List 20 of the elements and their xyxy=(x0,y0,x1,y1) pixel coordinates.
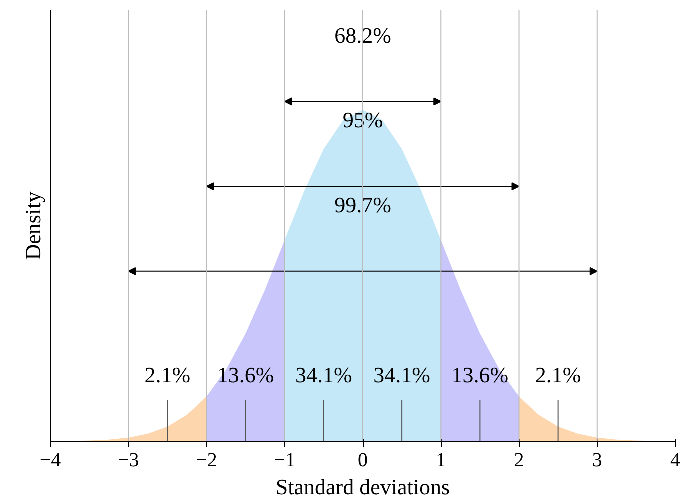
x-tick-label: 1 xyxy=(436,450,446,472)
y-axis-title: Density xyxy=(20,192,46,260)
x-tick-label: −4 xyxy=(40,450,62,472)
annotation: 34.1% xyxy=(296,362,352,388)
annotation: 34.1% xyxy=(374,362,430,388)
annotation: 95% xyxy=(342,108,384,133)
x-tick-label: 2 xyxy=(514,450,524,472)
annotation: 99.7% xyxy=(334,192,392,218)
x-axis-title: Standard deviations xyxy=(276,474,450,500)
x-tick-label: −1 xyxy=(274,450,296,472)
annotation: 13.6% xyxy=(217,362,274,388)
x-tick-label: 4 xyxy=(670,450,680,472)
x-tick-label: −3 xyxy=(118,450,140,472)
annotation: 2.1% xyxy=(535,362,582,388)
x-tick-label: 3 xyxy=(592,450,602,472)
x-tick-label: 0 xyxy=(358,450,368,472)
annotation: 2.1% xyxy=(144,362,191,388)
annotation: 13.6% xyxy=(452,362,509,388)
x-tick-label: −2 xyxy=(196,450,218,472)
text: 68.2% xyxy=(334,22,392,48)
